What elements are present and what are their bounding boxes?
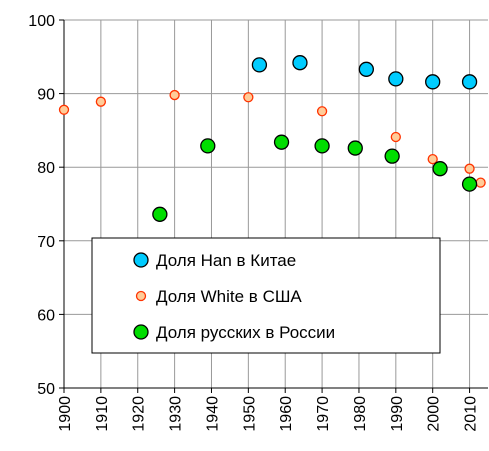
point	[384, 148, 400, 164]
point	[461, 74, 478, 90]
legend-label: Доля White в США	[156, 287, 302, 306]
point	[169, 89, 180, 101]
point	[432, 161, 448, 177]
point	[475, 177, 486, 188]
x-tick-label: 1910	[94, 396, 111, 432]
legend-marker	[135, 290, 147, 302]
point	[243, 92, 254, 103]
point	[461, 176, 478, 192]
point	[152, 206, 168, 222]
x-tick-label: 1990	[389, 396, 406, 432]
legend-marker	[133, 324, 149, 340]
x-tick-label: 1940	[204, 396, 221, 432]
x-tick-label: 1920	[131, 396, 148, 432]
point	[273, 134, 290, 150]
x-tick-label: 1960	[278, 396, 295, 432]
point	[425, 74, 441, 90]
x-tick-label: 1970	[315, 396, 332, 432]
point	[292, 55, 308, 71]
x-tick-label: 1930	[168, 396, 185, 432]
legend-label: Доля Han в Китае	[156, 251, 296, 270]
y-tick-label: 50	[37, 381, 55, 398]
point	[390, 131, 401, 143]
point	[200, 138, 216, 154]
x-tick-label: 1900	[57, 396, 74, 432]
point	[464, 163, 475, 174]
y-tick-label: 60	[37, 307, 55, 324]
legend-label: Доля русских в России	[156, 323, 335, 342]
point	[316, 106, 328, 117]
x-tick-label: 2010	[463, 396, 480, 432]
y-tick-label: 100	[28, 13, 55, 30]
x-tick-label: 2000	[426, 396, 443, 432]
legend-marker	[133, 252, 149, 268]
y-tick-label: 80	[37, 160, 55, 177]
x-tick-label: 1980	[352, 396, 369, 432]
point	[347, 140, 363, 156]
point	[388, 71, 404, 87]
y-tick-label: 90	[37, 87, 55, 104]
point	[95, 96, 107, 107]
legend: Доля Han в Китае Доля White в США Доля рус…	[91, 237, 441, 354]
x-tick-label: 1950	[241, 396, 258, 432]
point	[358, 61, 374, 77]
point	[427, 153, 438, 165]
legend-box	[91, 237, 441, 354]
point	[58, 104, 70, 115]
point	[251, 57, 268, 73]
y-tick-label: 70	[37, 234, 55, 251]
point	[314, 138, 330, 154]
